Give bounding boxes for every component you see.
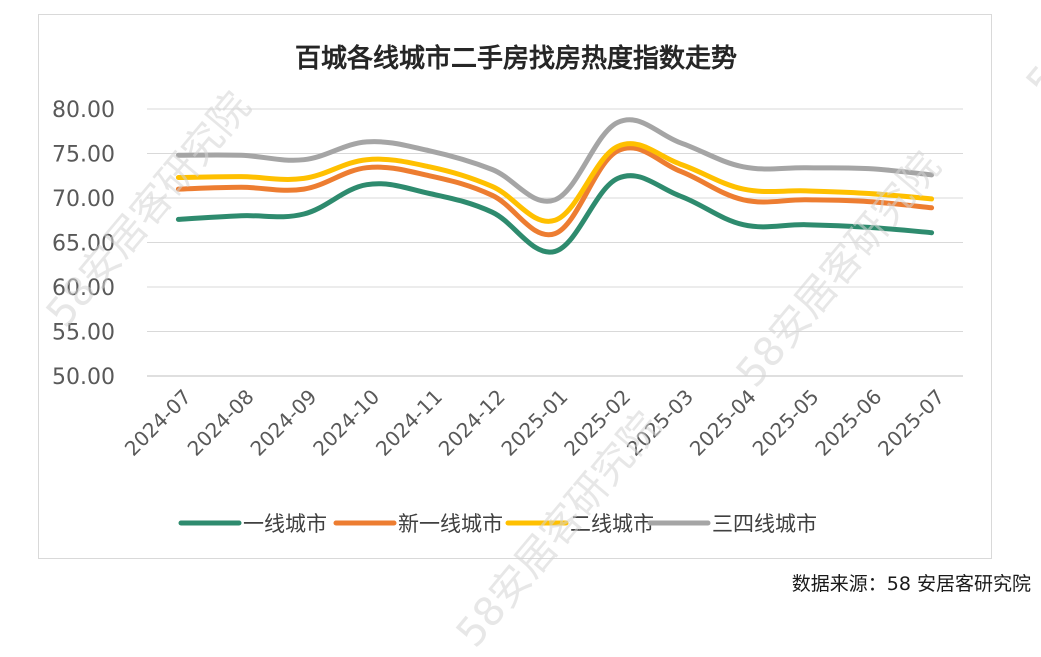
y-tick-label: 75.00: [52, 143, 115, 168]
legend-item: 一线城市: [178, 512, 327, 536]
x-tick-label: 2025-04: [685, 385, 761, 461]
legend-item: 新一线城市: [333, 512, 503, 536]
x-tick-label: 2025-03: [622, 385, 698, 461]
gridlines: [147, 108, 963, 377]
series-line-1: [175, 173, 935, 255]
x-tick-label: 2024-08: [183, 385, 259, 461]
x-tick-label: 2025-01: [496, 385, 572, 461]
x-tick-label: 2024-10: [308, 385, 384, 461]
x-tick-label: 2025-02: [559, 385, 635, 461]
legend-item: 三四线城市: [647, 512, 817, 536]
y-tick-label: 50.00: [52, 365, 115, 390]
x-tick-label: 2024-12: [434, 385, 510, 461]
chart-title: 百城各线城市二手房找房热度指数走势: [295, 43, 737, 74]
legend: 一线城市 新一线城市 二线城市 三四线城市: [178, 512, 817, 536]
legend-label: 新一线城市: [398, 512, 503, 536]
legend-label: 三四线城市: [712, 512, 817, 536]
series-line-4: [175, 117, 935, 204]
legend-item: 二线城市: [505, 512, 654, 536]
x-axis: 2024-072024-082024-092024-102024-112024-…: [120, 385, 949, 461]
x-tick-label: 2024-11: [371, 385, 447, 461]
x-tick-label: 2024-09: [245, 385, 321, 461]
chart-frame: 百城各线城市二手房找房热度指数走势 50.00 55.00 60.00 65.00 70…: [38, 14, 992, 559]
x-tick-label: 2025-06: [810, 385, 886, 461]
y-tick-label: 65.00: [52, 232, 115, 257]
series-lines: [175, 117, 935, 255]
legend-label: 二线城市: [570, 512, 654, 536]
legend-label: 一线城市: [243, 512, 327, 536]
x-tick-label: 2024-07: [120, 385, 196, 461]
y-tick-label: 55.00: [52, 321, 115, 346]
y-axis: 50.00 55.00 60.00 65.00 70.00 75.00 80.00: [52, 98, 115, 390]
x-tick-label: 2025-07: [873, 385, 949, 461]
series-line-2: [175, 145, 935, 238]
x-tick-label: 2025-05: [748, 385, 824, 461]
line-chart: 百城各线城市二手房找房热度指数走势 50.00 55.00 60.00 65.00 70…: [52, 43, 963, 536]
y-tick-label: 70.00: [52, 187, 115, 212]
y-tick-label: 60.00: [52, 276, 115, 301]
source-note: 数据来源：58 安居客研究院: [791, 573, 1031, 595]
watermark: 58安居客研究院: [1010, 0, 1041, 107]
y-tick-label: 80.00: [52, 98, 115, 123]
series-line-3: [175, 141, 935, 224]
